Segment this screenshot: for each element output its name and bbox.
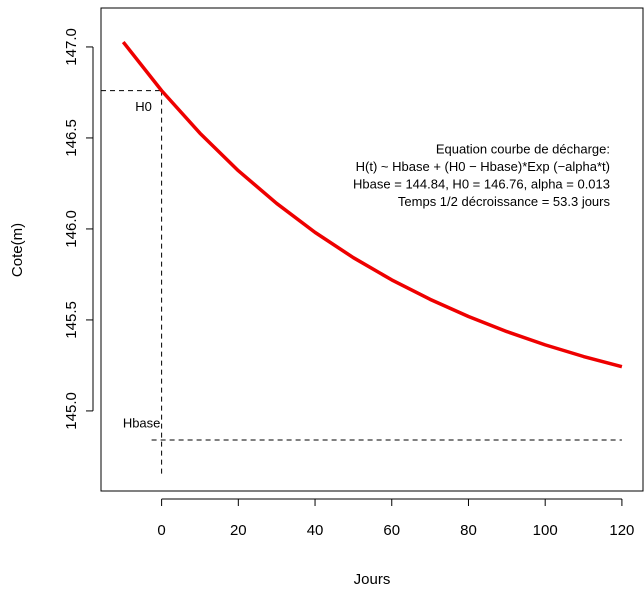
x-tick-label: 0 <box>157 522 165 539</box>
y-tick-label: 146.0 <box>63 210 80 248</box>
equation-line: Hbase = 144.84, H0 = 146.76, alpha = 0.0… <box>353 176 610 191</box>
equation-line: Equation courbe de décharge: <box>436 141 610 156</box>
annotation: Hbase <box>123 415 161 430</box>
x-tick-label: 120 <box>609 522 634 539</box>
x-axis-title: Jours <box>354 571 391 588</box>
y-tick-label: 146.5 <box>63 119 80 157</box>
x-tick-label: 80 <box>460 522 477 539</box>
y-tick-label: 145.5 <box>63 301 80 339</box>
y-tick-label: 147.0 <box>63 28 80 66</box>
annotation: H0 <box>135 99 152 114</box>
x-tick-label: 60 <box>383 522 400 539</box>
x-tick-label: 100 <box>533 522 558 539</box>
x-tick-label: 40 <box>307 522 324 539</box>
x-tick-label: 20 <box>230 522 247 539</box>
y-axis-title: Cote(m) <box>9 223 26 277</box>
y-tick-label: 145.0 <box>63 392 80 430</box>
equation-line: Temps 1/2 décroissance = 53.3 jours <box>398 194 611 209</box>
plot-box <box>100 7 644 492</box>
equation-line: H(t) ~ Hbase + (H0 − Hbase)*Exp (−alpha*… <box>356 159 610 174</box>
data-line <box>121 40 623 369</box>
